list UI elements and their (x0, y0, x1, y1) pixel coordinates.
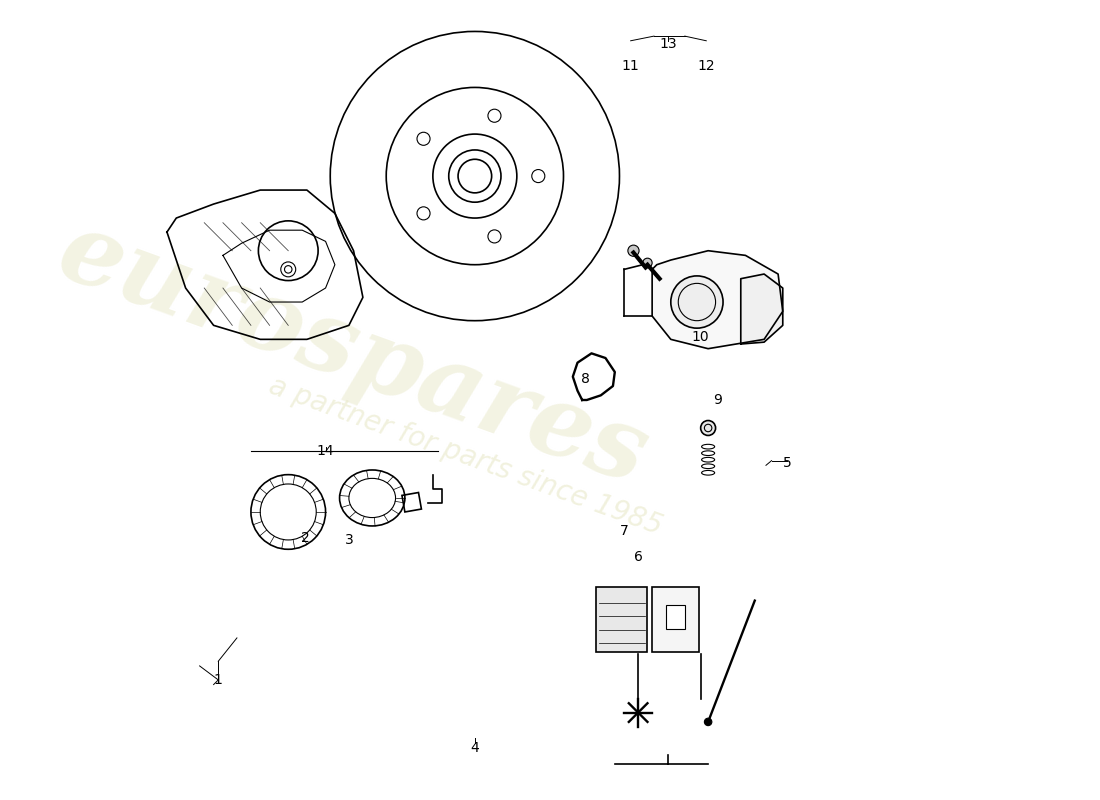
Bar (652, 586, 698, 652)
Text: 11: 11 (621, 59, 639, 73)
Text: 9: 9 (713, 393, 722, 407)
Text: 14: 14 (317, 444, 334, 458)
Text: 12: 12 (697, 59, 715, 73)
Bar (596, 586, 648, 652)
Text: 5: 5 (783, 457, 792, 470)
Circle shape (704, 718, 712, 726)
Text: 1: 1 (213, 673, 222, 687)
Text: 10: 10 (692, 330, 710, 343)
Bar (667, 606, 685, 629)
Circle shape (671, 276, 723, 328)
Text: eurospares: eurospares (46, 202, 661, 505)
Text: 2: 2 (300, 531, 309, 545)
Bar (402, 493, 421, 512)
Text: 6: 6 (634, 550, 642, 564)
Text: a partner for parts since 1985: a partner for parts since 1985 (265, 371, 667, 540)
Circle shape (628, 245, 639, 256)
Circle shape (642, 258, 652, 267)
Polygon shape (652, 250, 783, 349)
Text: 4: 4 (471, 741, 480, 755)
Text: 8: 8 (581, 373, 590, 386)
Text: 3: 3 (344, 533, 353, 547)
Polygon shape (740, 274, 783, 344)
Circle shape (701, 421, 716, 435)
Text: 7: 7 (619, 524, 628, 538)
Text: 13: 13 (659, 37, 676, 50)
